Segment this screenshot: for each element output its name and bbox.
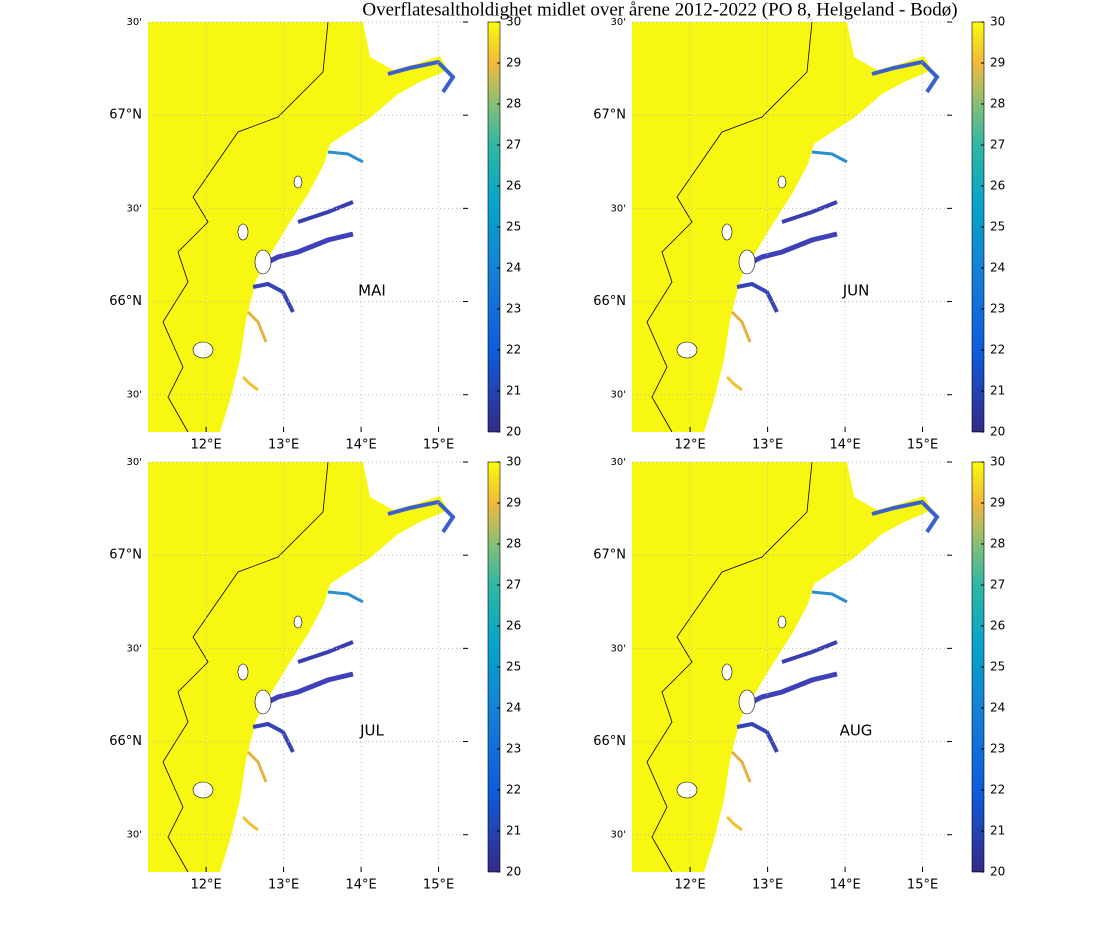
- month-label: MAI: [358, 282, 386, 300]
- lon-tick-label: 13°E: [268, 438, 299, 453]
- lat-tick-label: 30': [611, 643, 626, 654]
- colorbar-tick-label: 30: [990, 455, 1005, 469]
- lat-tick-label: 30': [127, 457, 142, 468]
- lon-tick-label: 12°E: [190, 878, 221, 893]
- colorbar-tick-label: 30: [990, 15, 1005, 29]
- lon-tick-label: 15°E: [423, 878, 454, 893]
- colorbar-tick-label: 26: [990, 179, 1005, 193]
- colorbar-tick-label: 29: [506, 56, 521, 70]
- colorbar-tick-label: 28: [506, 537, 521, 551]
- lat-tick-label: 66°N: [593, 294, 626, 309]
- lon-tick-label: 13°E: [752, 878, 783, 893]
- colorbar-tick-label: 25: [990, 660, 1005, 674]
- lat-tick-label: 30': [127, 643, 142, 654]
- lon-tick-label: 15°E: [423, 438, 454, 453]
- map-panel: 12°E 13°E 14°E 15°E 30' 67°N 30' 66°N 30' JUL 20 21…: [109, 455, 521, 893]
- colorbar-tick-label: 24: [506, 701, 521, 715]
- colorbar-tick-label: 29: [990, 496, 1005, 510]
- colorbar-tick-label: 22: [990, 783, 1005, 797]
- lat-tick-label: 67°N: [593, 548, 626, 563]
- colorbar-tick-label: 21: [990, 824, 1005, 838]
- lat-tick-label: 30': [611, 390, 626, 401]
- colorbar-tick-label: 20: [990, 865, 1005, 879]
- colorbar-tick-label: 21: [990, 384, 1005, 398]
- colorbar-tick-label: 22: [506, 783, 521, 797]
- colorbar-tick-label: 23: [990, 302, 1005, 316]
- lat-tick-label: 30': [611, 457, 626, 468]
- lat-tick-label: 67°N: [593, 108, 626, 123]
- colorbar-tick-label: 20: [990, 425, 1005, 439]
- colorbar-tick-label: 27: [990, 138, 1005, 152]
- lat-tick-label: 30': [611, 203, 626, 214]
- lat-tick-label: 67°N: [109, 108, 142, 123]
- colorbar: 20 21 22 23 24 25 26 27 28 29 30: [487, 455, 521, 879]
- colorbar-tick-label: 26: [506, 179, 521, 193]
- lat-tick-label: 30': [127, 830, 142, 841]
- lon-tick-label: 15°E: [907, 438, 938, 453]
- lon-tick-label: 14°E: [345, 438, 376, 453]
- colorbar-tick-label: 21: [506, 824, 521, 838]
- colorbar-tick-label: 26: [990, 619, 1005, 633]
- colorbar-tick-label: 26: [506, 619, 521, 633]
- colorbar: 20 21 22 23 24 25 26 27 28 29 30: [971, 15, 1005, 439]
- colorbar-tick-label: 28: [506, 97, 521, 111]
- lat-tick-label: 66°N: [109, 294, 142, 309]
- colorbar-tick-label: 29: [506, 496, 521, 510]
- lat-tick-label: 66°N: [593, 734, 626, 749]
- colorbar-tick-label: 24: [990, 701, 1005, 715]
- colorbar-tick-label: 20: [506, 425, 521, 439]
- colorbar-tick-label: 22: [506, 343, 521, 357]
- lon-tick-label: 15°E: [907, 878, 938, 893]
- lon-tick-label: 14°E: [829, 878, 860, 893]
- colorbar: 20 21 22 23 24 25 26 27 28 29 30: [971, 455, 1005, 879]
- colorbar-tick-label: 28: [990, 97, 1005, 111]
- lat-tick-label: 30': [611, 17, 626, 28]
- lat-tick-label: 30': [127, 203, 142, 214]
- lon-tick-label: 12°E: [190, 438, 221, 453]
- colorbar-tick-label: 22: [990, 343, 1005, 357]
- lon-tick-label: 13°E: [268, 878, 299, 893]
- colorbar-tick-label: 25: [990, 220, 1005, 234]
- colorbar-tick-label: 21: [506, 384, 521, 398]
- colorbar-tick-label: 30: [506, 15, 521, 29]
- colorbar-tick-label: 24: [990, 261, 1005, 275]
- colorbar-tick-label: 20: [506, 865, 521, 879]
- lon-tick-label: 14°E: [345, 878, 376, 893]
- lon-tick-label: 14°E: [829, 438, 860, 453]
- map-panel: 12°E 13°E 14°E 15°E 30' 67°N 30' 66°N 30' JUN 20 21…: [593, 15, 1005, 453]
- map-panel: 12°E 13°E 14°E 15°E 30' 67°N 30' 66°N 30' AUG 20 21…: [593, 455, 1005, 893]
- month-label: AUG: [840, 722, 873, 740]
- lat-tick-label: 66°N: [109, 734, 142, 749]
- colorbar-tick-label: 29: [990, 56, 1005, 70]
- colorbar-tick-label: 25: [506, 660, 521, 674]
- colorbar: 20 21 22 23 24 25 26 27 28 29 30: [487, 15, 521, 439]
- lat-tick-label: 67°N: [109, 548, 142, 563]
- lon-tick-label: 12°E: [674, 438, 705, 453]
- colorbar-tick-label: 28: [990, 537, 1005, 551]
- colorbar-tick-label: 27: [990, 578, 1005, 592]
- map-panel: 12°E 13°E 14°E 15°E 30' 67°N 30' 66°N 30' MAI 20 21…: [109, 15, 521, 453]
- lat-tick-label: 30': [127, 390, 142, 401]
- colorbar-tick-label: 25: [506, 220, 521, 234]
- month-label: JUL: [359, 722, 384, 740]
- colorbar-tick-label: 27: [506, 138, 521, 152]
- colorbar-tick-label: 23: [990, 742, 1005, 756]
- lat-tick-label: 30': [127, 17, 142, 28]
- lat-tick-label: 30': [611, 830, 626, 841]
- figure-title: Overflatesaltholdighet midlet over årene…: [362, 0, 957, 20]
- lon-tick-label: 12°E: [674, 878, 705, 893]
- colorbar-tick-label: 30: [506, 455, 521, 469]
- colorbar-tick-label: 23: [506, 742, 521, 756]
- colorbar-tick-label: 24: [506, 261, 521, 275]
- colorbar-tick-label: 27: [506, 578, 521, 592]
- lon-tick-label: 13°E: [752, 438, 783, 453]
- colorbar-tick-label: 23: [506, 302, 521, 316]
- month-label: JUN: [842, 282, 870, 300]
